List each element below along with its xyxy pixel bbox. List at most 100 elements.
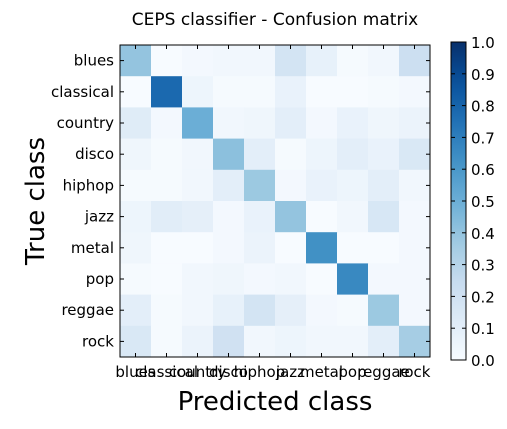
plot-frame [119, 44, 431, 358]
colorbar-tick-label: 0.6 [471, 161, 495, 179]
heatmap-cell [337, 232, 369, 264]
heatmap-cell [213, 232, 245, 264]
heatmap-cell [306, 294, 338, 327]
x-tick-label: disco [209, 363, 248, 381]
y-tick-label: country [57, 114, 114, 132]
heatmap-cell [151, 325, 183, 358]
heatmap-cell [306, 201, 338, 233]
heatmap-cell [213, 138, 245, 171]
colorbar-tick-label: 1.0 [471, 34, 495, 52]
heatmap-cell [337, 263, 369, 295]
colorbar-tick-label: 0.2 [471, 288, 495, 306]
heatmap-cell [399, 107, 431, 139]
heatmap-cell [306, 232, 338, 264]
colorbar-tick-label: 0.1 [471, 320, 495, 338]
x-tick-label: metal [300, 363, 343, 381]
heatmap-cell [368, 76, 400, 108]
heatmap-cell [151, 169, 183, 202]
colorbar-tick-label: 0.8 [471, 98, 495, 116]
heatmap-cell [399, 325, 431, 358]
colorbar-tick-label: 0.9 [471, 66, 495, 84]
x-tick-label: country [169, 363, 226, 381]
heatmap-cell [368, 294, 400, 327]
heatmap-cell [275, 201, 307, 233]
heatmap-cell [275, 76, 307, 108]
heatmap-cell [368, 107, 400, 139]
heatmap-cell [399, 232, 431, 264]
heatmap-cell [275, 45, 307, 77]
heatmap-cell [244, 107, 276, 139]
y-axis-label: True class [21, 137, 51, 266]
y-tick-label: blues [74, 52, 114, 70]
heatmap-cell [399, 169, 431, 202]
heatmap-cell [151, 294, 183, 327]
heatmap-cell [151, 263, 183, 295]
colorbar-tick-label: 0.5 [471, 193, 495, 211]
heatmap-cell [306, 169, 338, 202]
heatmap-cell [306, 45, 338, 77]
heatmap-cell [120, 232, 152, 264]
heatmap-cell [213, 201, 245, 233]
heatmap-cell [399, 45, 431, 77]
colorbar-tick-label: 0.3 [471, 257, 495, 275]
heatmap-cell [306, 263, 338, 295]
heatmap-cell [182, 201, 214, 233]
x-tick-label: classical [135, 363, 198, 381]
heatmap-cell [399, 138, 431, 171]
heatmap-cell [244, 201, 276, 233]
heatmap-cell [120, 138, 152, 171]
y-tick-label: hiphop [63, 176, 114, 194]
heatmap-cell [120, 45, 152, 77]
heatmap-cell [368, 325, 400, 358]
heatmap-cell [151, 45, 183, 77]
heatmap-cell [337, 107, 369, 139]
heatmap-cell [368, 263, 400, 295]
heatmap-cell [182, 76, 214, 108]
heatmap-cell [337, 45, 369, 77]
chart-title: CEPS classifier - Confusion matrix [132, 10, 418, 30]
heatmap-cell [151, 138, 183, 171]
heatmap-cell [368, 232, 400, 264]
heatmap-cell [275, 232, 307, 264]
heatmap-cell [213, 107, 245, 139]
colorbar-tick-label: 0.7 [471, 129, 495, 147]
y-tick-label: metal [71, 239, 114, 257]
heatmap-cell [182, 232, 214, 264]
heatmap-cell [244, 232, 276, 264]
heatmap-cell [337, 169, 369, 202]
heatmap-cell [120, 325, 152, 358]
heatmap-cell [275, 107, 307, 139]
heatmap-cell [368, 169, 400, 202]
heatmap-cell [275, 294, 307, 327]
heatmap-cell [182, 325, 214, 358]
y-tick-label: rock [82, 332, 114, 350]
heatmap-cell [244, 45, 276, 77]
heatmap-cell [244, 169, 276, 202]
heatmap-cell [306, 325, 338, 358]
heatmap-cell [399, 201, 431, 233]
heatmap-cell [368, 138, 400, 171]
heatmap-cell [244, 325, 276, 358]
x-tick-label: reggae [357, 363, 410, 381]
heatmap-cell [399, 76, 431, 108]
heatmap-cell [244, 263, 276, 295]
heatmap-cell [337, 201, 369, 233]
heatmap-cell [244, 76, 276, 108]
colorbar-ticks: 0.0 0.1 0.2 0.3 0.4 0.5 0.6 0.7 0.8 0.9 1.0 [451, 34, 495, 370]
x-tick-labels: bluesclassicalcountrydiscohiphopjazzmeta… [115, 45, 431, 381]
y-tick-label: pop [86, 270, 114, 288]
heatmap-cell [244, 138, 276, 171]
heatmap-cell [182, 263, 214, 295]
heatmap-cell [120, 201, 152, 233]
heatmap-cell [120, 76, 152, 108]
heatmap-cell [120, 294, 152, 327]
heatmap-cell [120, 169, 152, 202]
heatmap-cell [182, 169, 214, 202]
heatmap-cell [399, 294, 431, 327]
x-tick-label: rock [399, 363, 431, 381]
heatmap-cell [306, 107, 338, 139]
heatmap-cell [368, 45, 400, 77]
heatmap-cell [244, 294, 276, 327]
